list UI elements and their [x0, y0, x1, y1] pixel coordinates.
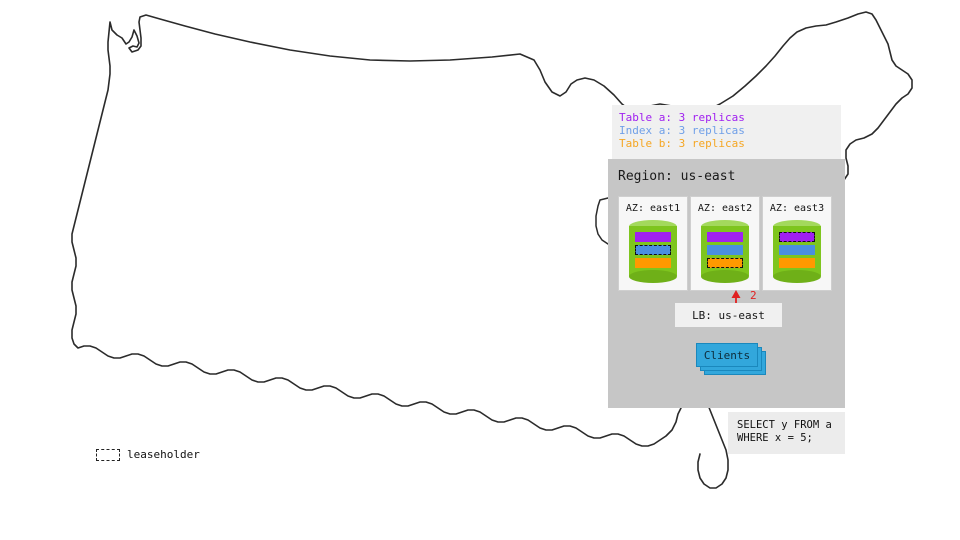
replica-bar-table-b — [779, 258, 815, 268]
az-box-east3[interactable]: AZ: east3 — [762, 196, 832, 291]
load-balancer-label: LB: us-east — [692, 308, 765, 322]
replica-bar-index-a — [707, 245, 743, 255]
database-cylinder-east1 — [629, 220, 677, 283]
replica-bars-east3 — [779, 232, 815, 268]
load-balancer-box[interactable]: LB: us-east — [675, 303, 782, 327]
az-title-east2: AZ: east2 — [697, 203, 753, 214]
replica-bar-table-a-leaseholder — [779, 232, 815, 242]
az-title-east1: AZ: east1 — [625, 203, 681, 214]
az-box-east1[interactable]: AZ: east1 — [618, 196, 688, 291]
replica-legend-line-table-a: Table a: 3 replicas — [619, 111, 745, 124]
sql-line-2: WHERE x = 5; — [737, 432, 813, 444]
region-title: Region: us-east — [618, 169, 736, 184]
az-title-east3: AZ: east3 — [769, 203, 825, 214]
clients-card-front[interactable]: Clients — [696, 343, 758, 367]
replica-legend-line-index-a: Index a: 3 replicas — [619, 124, 745, 137]
replica-bar-table-b-leaseholder — [707, 258, 743, 268]
replica-bar-table-a — [707, 232, 743, 242]
cylinder-bottom-icon — [701, 270, 749, 283]
leaseholder-legend: leaseholder — [96, 448, 200, 461]
sql-line-1: SELECT y FROM a — [737, 419, 832, 431]
az-box-east2[interactable]: AZ: east2 — [690, 196, 760, 291]
replica-bar-index-a-leaseholder — [635, 245, 671, 255]
florida-peninsula-path — [697, 391, 729, 489]
replica-bar-table-a — [635, 232, 671, 242]
replica-bar-table-b — [635, 258, 671, 268]
database-cylinder-east3 — [773, 220, 821, 283]
replica-bars-east1 — [635, 232, 671, 268]
cylinder-bottom-icon — [629, 270, 677, 283]
availability-zone-row: AZ: east1 AZ: east2 — [618, 196, 832, 291]
clients-stack[interactable]: Clients — [696, 343, 766, 375]
sql-query-box: SELECT y FROM a WHERE x = 5; — [728, 412, 845, 454]
dashed-rectangle-icon — [96, 448, 120, 461]
region-panel-us-east: Region: us-east AZ: east1 AZ: — [608, 159, 845, 408]
replica-bar-index-a — [779, 245, 815, 255]
flow-arrow-count: 2 — [750, 289, 757, 302]
clients-label: Clients — [703, 348, 751, 362]
leaseholder-legend-label: leaseholder — [127, 448, 200, 461]
cylinder-bottom-icon — [773, 270, 821, 283]
replica-legend-line-table-b: Table b: 3 replicas — [619, 137, 745, 150]
database-cylinder-east2 — [701, 220, 749, 283]
replica-legend-panel: Table a: 3 replicas Index a: 3 replicas … — [612, 105, 841, 159]
replica-bars-east2 — [707, 232, 743, 268]
